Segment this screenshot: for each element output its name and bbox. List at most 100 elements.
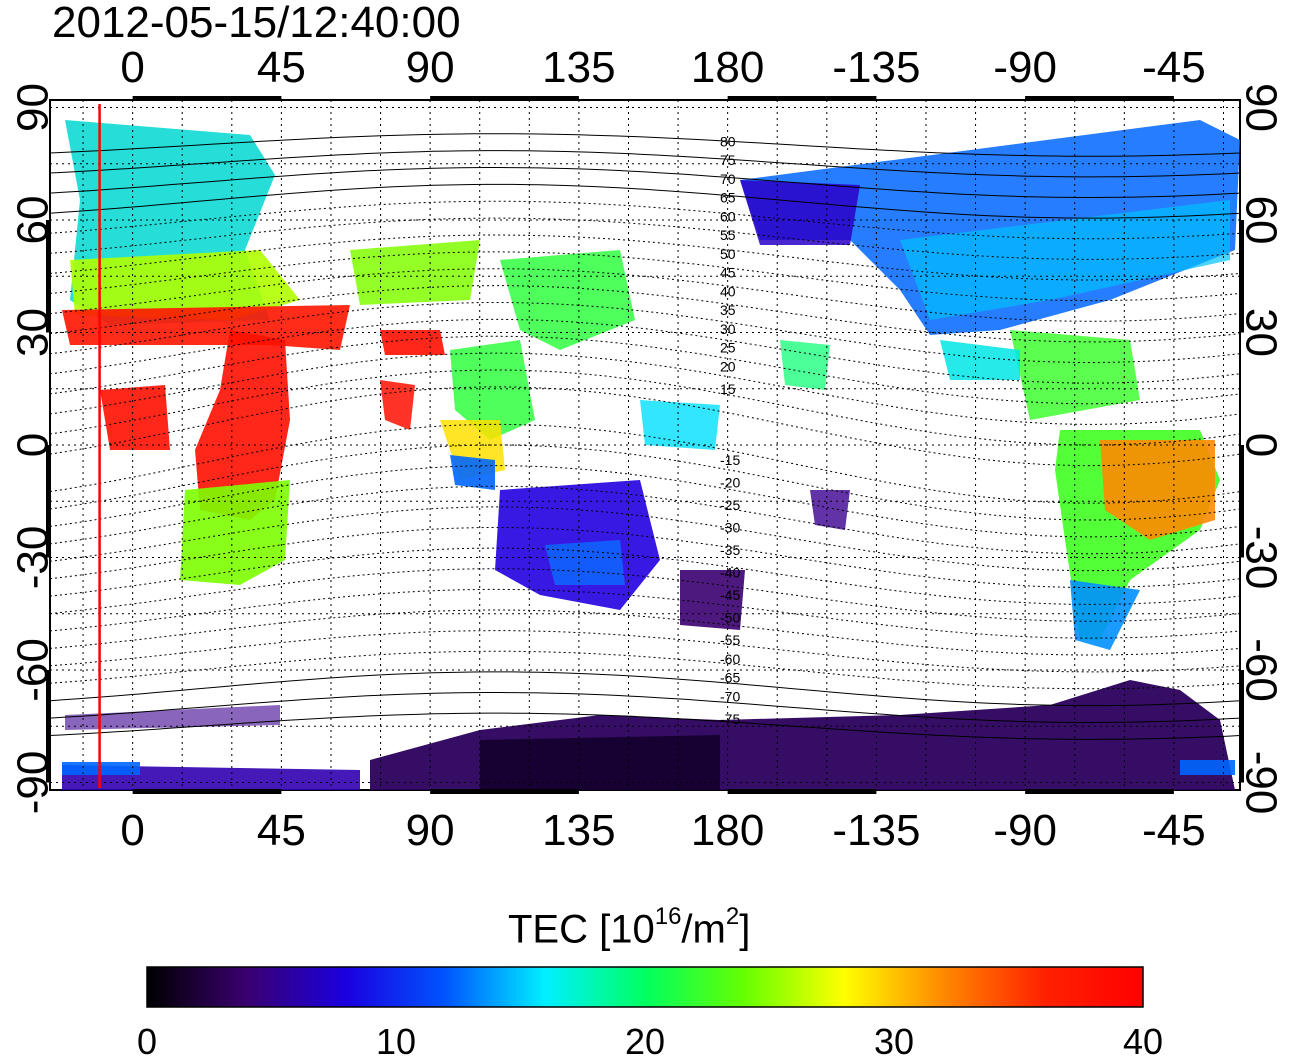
contour-label: 35	[720, 302, 736, 318]
contour-line	[50, 167, 1240, 198]
x-tick-label-top: -90	[993, 43, 1057, 92]
contour-line	[50, 150, 1240, 178]
contour-label: -20	[720, 475, 740, 491]
y-tick-label-left: -60	[8, 638, 57, 702]
contour-label: -40	[720, 565, 740, 581]
y-tick-label-left: 30	[8, 308, 57, 357]
contour-label: 55	[720, 227, 736, 243]
contour-label: -55	[720, 632, 740, 648]
colorbar-title: TEC [1016/m2]	[508, 903, 751, 952]
x-tick-label-bottom: 135	[542, 806, 615, 855]
magnetic-latitude-contours	[50, 133, 1240, 740]
contour-line	[50, 485, 1240, 555]
contour-line	[50, 465, 1240, 538]
x-tick-label-top: 135	[542, 43, 615, 92]
x-tick-label-bottom: 180	[691, 806, 764, 855]
colorbar-title-exp2: 2	[725, 903, 740, 930]
contour-label: -30	[720, 520, 740, 536]
frame-bar-bottom	[727, 789, 877, 794]
contour-line	[50, 588, 1240, 639]
contour-line	[50, 650, 1240, 690]
contour-label: 70	[720, 171, 736, 187]
y-tick-label-right: -90	[1237, 751, 1286, 815]
contour-line	[50, 285, 1240, 343]
axis-labels: 0045459090135135180180-135-135-90-90-45-…	[8, 43, 1285, 855]
x-tick-label-top: 180	[691, 43, 764, 92]
contour-line	[50, 200, 1240, 240]
contour-line	[50, 217, 1240, 260]
colorbar-title-suffix: ]	[739, 907, 751, 952]
contour-label: 45	[720, 265, 736, 281]
contour-label: -15	[720, 452, 740, 468]
frame-bar-left	[46, 670, 51, 783]
contour-line	[50, 386, 1240, 467]
y-tick-label-right: 0	[1237, 433, 1286, 457]
y-tick-label-right: -30	[1237, 526, 1286, 590]
contour-line	[50, 369, 1240, 446]
contour-line	[50, 302, 1240, 363]
contour-line	[50, 335, 1240, 405]
x-tick-label-bottom: 45	[257, 806, 306, 855]
y-tick-label-right: 60	[1237, 196, 1286, 245]
x-tick-label-top: 45	[257, 43, 306, 92]
contour-line	[50, 318, 1240, 384]
y-tick-label-left: -30	[8, 526, 57, 590]
contour-line	[50, 527, 1240, 588]
colorbar-tick-label: 10	[376, 1021, 416, 1057]
frame-bar-left	[46, 220, 51, 333]
y-tick-label-left: 90	[8, 83, 57, 132]
x-tick-label-top: -45	[1142, 43, 1206, 92]
contour-line	[50, 506, 1240, 572]
x-tick-label-top: -135	[832, 43, 920, 92]
graticule	[50, 100, 1240, 790]
timestamp-title: 2012-05-15/12:40:00	[52, 0, 461, 47]
frame-bar-left	[46, 445, 51, 558]
x-tick-label-bottom: -135	[832, 806, 920, 855]
contour-label: -60	[720, 651, 740, 667]
y-tick-label-left: 0	[8, 433, 57, 457]
contour-label: -70	[720, 688, 740, 704]
contour-line	[50, 183, 1240, 219]
x-tick-label-top: 0	[120, 43, 144, 92]
contour-line	[50, 547, 1240, 605]
frame-bar-right	[1239, 220, 1244, 333]
x-tick-label-bottom: 0	[120, 806, 144, 855]
y-tick-label-left: -90	[8, 751, 57, 815]
contour-line	[50, 133, 1240, 157]
contour-label: -25	[720, 497, 740, 513]
frame-bar-top	[1025, 96, 1174, 101]
contour-line	[50, 712, 1240, 740]
contour-line	[50, 352, 1240, 425]
contour-line	[50, 251, 1240, 302]
frame-bar-bottom	[430, 789, 579, 794]
y-tick-label-right: 90	[1237, 83, 1286, 132]
x-tick-label-bottom: 90	[406, 806, 455, 855]
contour-label: 60	[720, 208, 736, 224]
contour-label: 15	[720, 381, 736, 397]
contour-label: 30	[720, 321, 736, 337]
colorbar-title-exp1: 16	[654, 903, 682, 930]
frame-bar-bottom	[1025, 789, 1174, 794]
x-tick-label-top: 90	[406, 43, 455, 92]
colorbar-tick-label: 0	[137, 1021, 157, 1057]
x-tick-label-bottom: -90	[993, 806, 1057, 855]
frame-bar-top	[132, 96, 282, 101]
contour-label: -50	[720, 610, 740, 626]
colorbar-ticks: 0 10 20 30 40	[137, 1021, 1163, 1057]
contour-label: 25	[720, 340, 736, 356]
y-tick-label-right: -60	[1237, 638, 1286, 702]
colorbar-tick-label: 40	[1123, 1021, 1163, 1057]
frame-bar-right	[1239, 445, 1244, 558]
frame-bar-bottom	[132, 789, 282, 794]
frame-bar-top	[430, 96, 579, 101]
contour-label: -35	[720, 542, 740, 558]
x-tick-label-bottom: -45	[1142, 806, 1206, 855]
contour-label: 50	[720, 246, 736, 262]
colorbar-title-prefix: TEC [10	[508, 907, 655, 952]
frame-bars	[46, 96, 1244, 794]
colorbar-tick-label: 30	[874, 1021, 914, 1057]
contour-line	[50, 609, 1240, 656]
contour-labels: 80 75 70 65 60 55 50 45 40 35 30 25 20 15 -15 -20 -25 -30…	[720, 133, 740, 727]
y-tick-label-left: 60	[8, 196, 57, 245]
